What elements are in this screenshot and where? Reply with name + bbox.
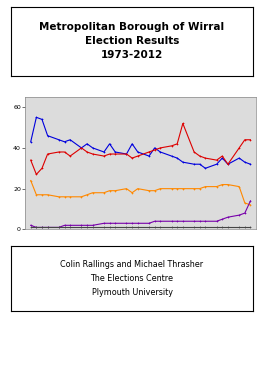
Text: Colin Rallings and Michael Thrasher
The Elections Centre
Plymouth University: Colin Rallings and Michael Thrasher The … bbox=[60, 260, 204, 297]
Text: Metropolitan Borough of Wirral
Election Results
1973-2012: Metropolitan Borough of Wirral Election … bbox=[39, 22, 225, 60]
